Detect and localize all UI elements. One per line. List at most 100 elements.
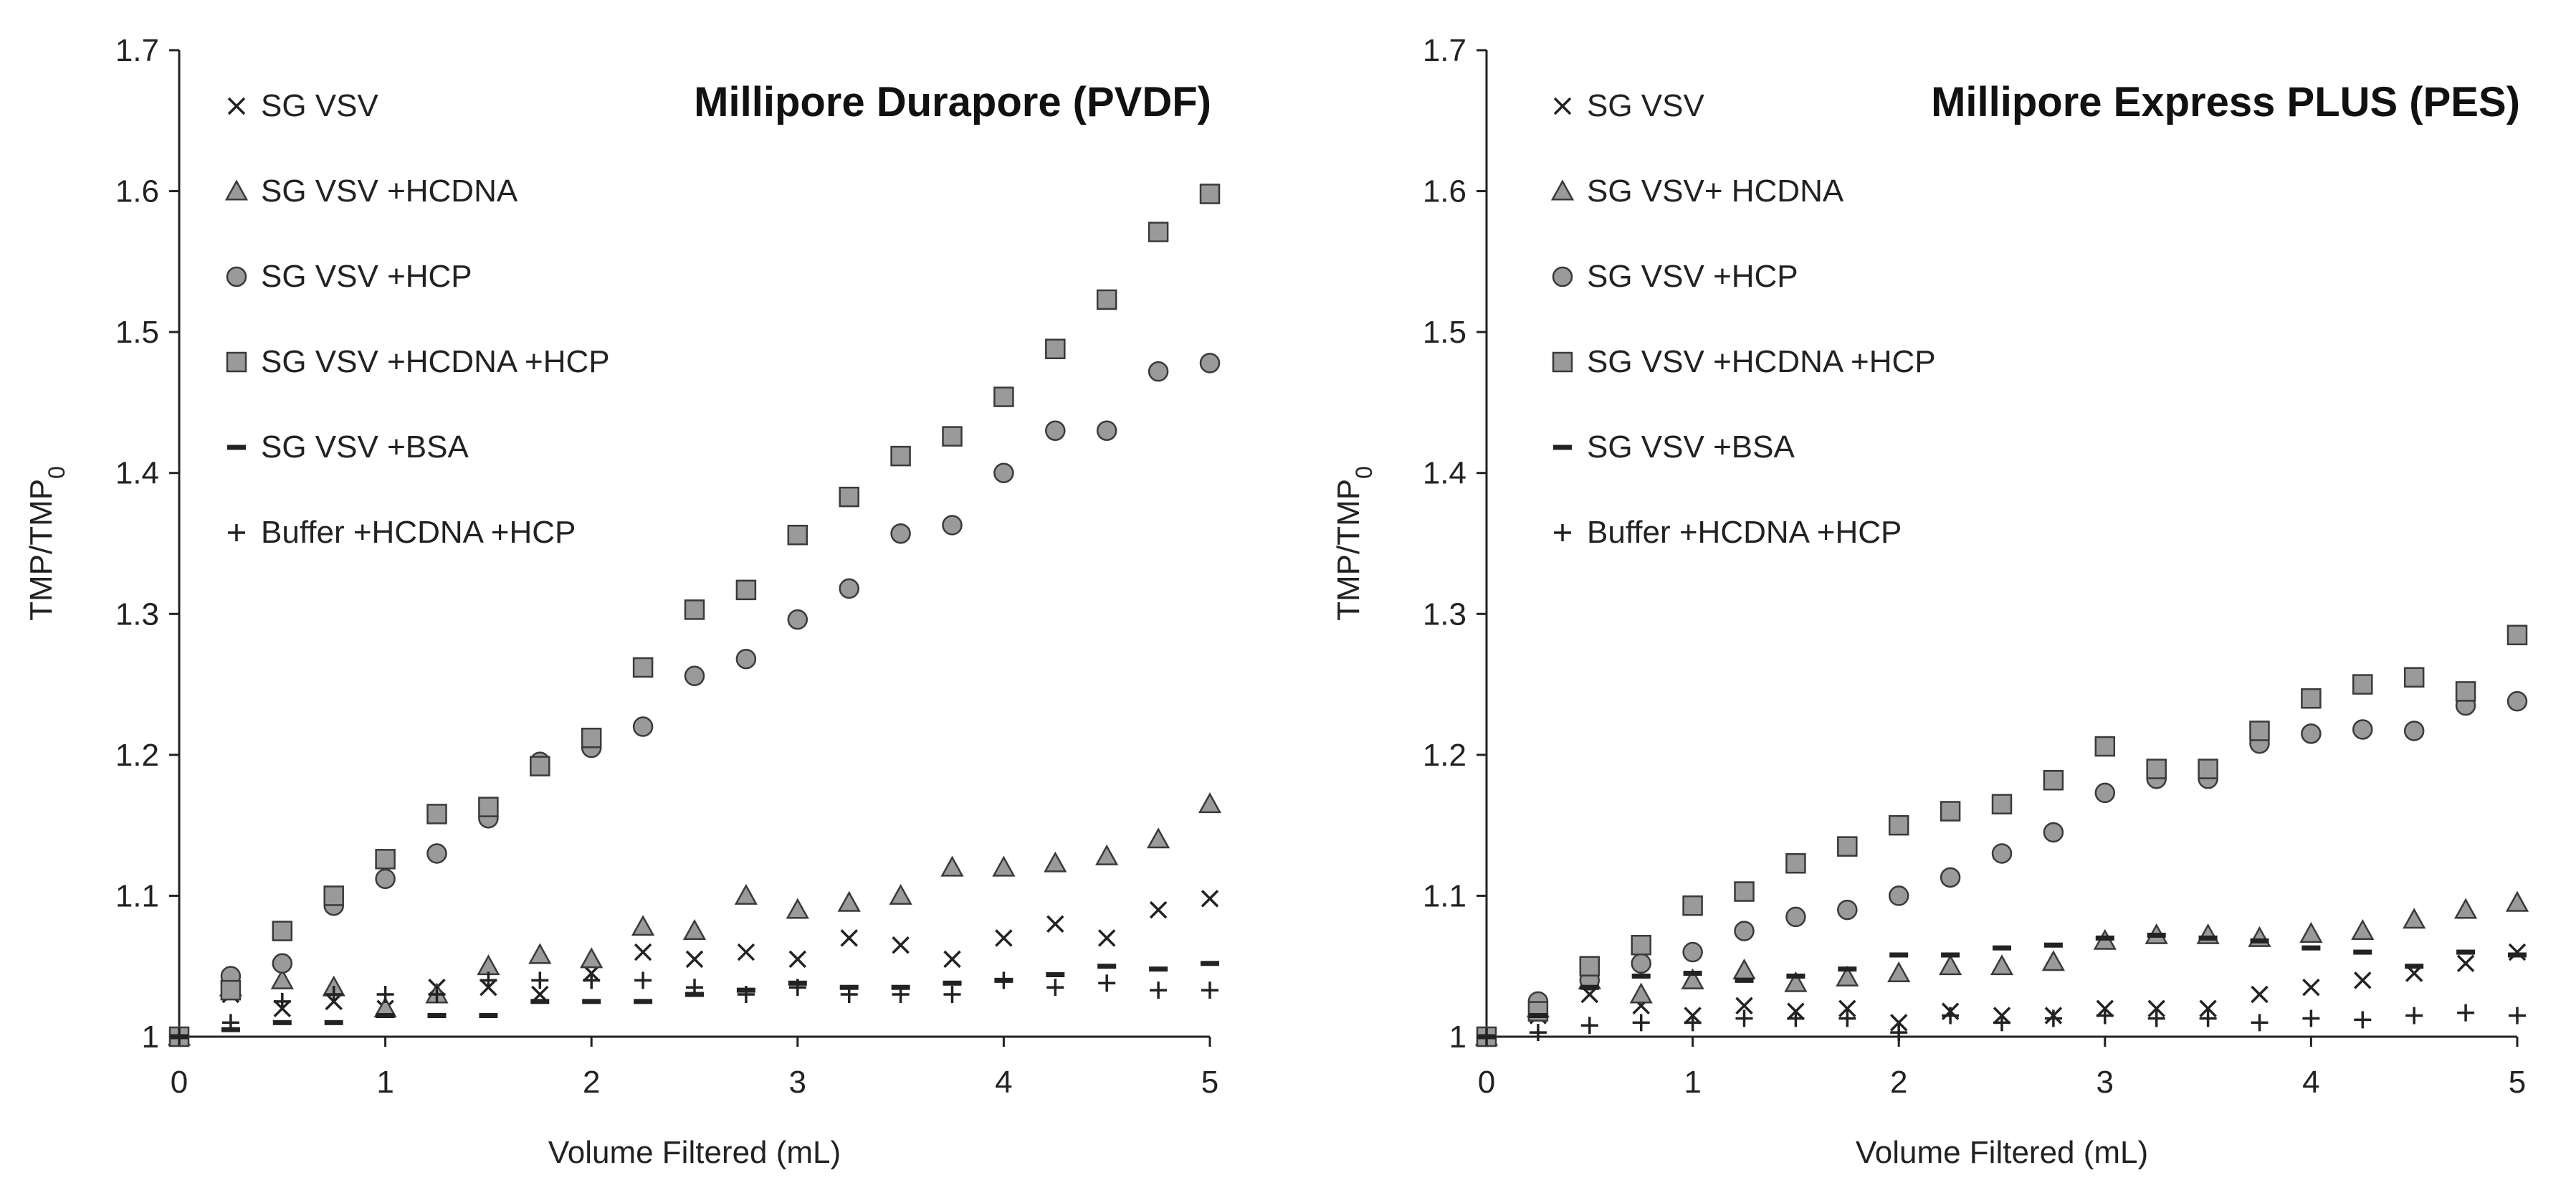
y-tick-label: 1.4 bbox=[1423, 456, 1466, 491]
data-point bbox=[995, 929, 1013, 947]
data-point bbox=[1837, 899, 1858, 921]
data-point bbox=[270, 968, 294, 989]
x-tick-label: 2 bbox=[583, 1065, 600, 1100]
data-point bbox=[1942, 1007, 1960, 1025]
data-point bbox=[1681, 968, 1704, 989]
data-point bbox=[788, 979, 806, 997]
legend-marker bbox=[228, 524, 245, 541]
data-point bbox=[2403, 667, 2425, 688]
data-point bbox=[325, 986, 343, 1004]
x-tick-label: 5 bbox=[2509, 1065, 2526, 1100]
data-point bbox=[1734, 881, 1755, 902]
data-point bbox=[1993, 945, 2011, 951]
data-point bbox=[1784, 971, 1808, 992]
legend-label: SG VSV +HCDNA bbox=[261, 174, 518, 209]
data-point bbox=[1097, 929, 1116, 947]
data-point bbox=[1148, 222, 1169, 242]
data-point bbox=[1837, 836, 1858, 857]
data-point bbox=[2457, 1004, 2475, 1022]
x-tick-label: 5 bbox=[1201, 1065, 1218, 1100]
data-point bbox=[892, 936, 910, 954]
y-tick-label: 1.2 bbox=[1423, 738, 1466, 773]
data-point bbox=[2147, 1009, 2165, 1027]
data-point bbox=[2094, 782, 2116, 804]
series-5 bbox=[170, 961, 1219, 1040]
data-point bbox=[428, 986, 446, 1004]
data-point bbox=[273, 992, 291, 1010]
y-axis-title-main: TMP/TMP bbox=[24, 479, 59, 621]
legend-marker bbox=[226, 266, 247, 287]
legend-label: Buffer +HCDNA +HCP bbox=[261, 515, 576, 550]
data-point bbox=[1683, 971, 1702, 976]
data-point bbox=[530, 756, 550, 776]
data-point bbox=[2506, 624, 2528, 646]
data-point bbox=[2301, 723, 2322, 744]
data-point bbox=[1046, 979, 1064, 997]
data-point bbox=[2456, 949, 2476, 955]
data-point bbox=[272, 921, 293, 941]
legend-marker bbox=[226, 351, 247, 373]
series-6 bbox=[171, 971, 1218, 1045]
data-point bbox=[1201, 982, 1218, 999]
data-point bbox=[2301, 945, 2321, 951]
data-point bbox=[1631, 953, 1651, 974]
y-tick-label: 1.6 bbox=[115, 174, 159, 209]
data-point bbox=[1149, 900, 1168, 919]
x-tick-label: 3 bbox=[789, 1065, 806, 1100]
data-point bbox=[2509, 1007, 2526, 1025]
data-point bbox=[323, 885, 344, 906]
data-point bbox=[634, 943, 652, 961]
legend-marker bbox=[1554, 524, 1571, 541]
data-point bbox=[2508, 943, 2527, 961]
data-point bbox=[1682, 895, 1703, 916]
data-point bbox=[2354, 1011, 2372, 1029]
data-point bbox=[1146, 827, 1170, 849]
data-point bbox=[892, 986, 910, 1004]
y-axis-title: TMP/TMP0 bbox=[24, 466, 70, 621]
data-point bbox=[2147, 999, 2165, 1017]
data-point bbox=[943, 986, 961, 1004]
data-point bbox=[478, 797, 499, 817]
data-point bbox=[737, 986, 755, 1004]
data-point bbox=[1785, 852, 1806, 874]
y-tick-label: 1.2 bbox=[115, 738, 159, 773]
data-point bbox=[1684, 1014, 1702, 1032]
legend-label: Buffer +HCDNA +HCP bbox=[1587, 515, 1902, 550]
data-point bbox=[1579, 956, 1601, 976]
data-point bbox=[477, 954, 500, 976]
data-point bbox=[528, 943, 552, 964]
data-point bbox=[272, 953, 293, 974]
data-point bbox=[2044, 1009, 2062, 1027]
data-point bbox=[1735, 997, 1753, 1014]
legend-label: SG VSV +HCDNA +HCP bbox=[261, 344, 610, 379]
data-point bbox=[480, 971, 497, 989]
data-point bbox=[1097, 964, 1117, 969]
legend-label: SG VSV +HCP bbox=[1587, 259, 1798, 294]
data-point bbox=[1941, 952, 1960, 958]
data-point bbox=[632, 716, 654, 737]
y-axis-title-subscript: 0 bbox=[1351, 466, 1377, 479]
data-point bbox=[2403, 721, 2425, 741]
data-point bbox=[2302, 1009, 2320, 1027]
data-point bbox=[2453, 898, 2478, 919]
data-point bbox=[631, 915, 655, 936]
y-tick-label: 1.4 bbox=[115, 456, 159, 491]
series-6 bbox=[1478, 1004, 2526, 1045]
data-point bbox=[1836, 965, 1859, 987]
data-point bbox=[682, 918, 707, 941]
legend-marker bbox=[1550, 179, 1575, 201]
data-point bbox=[735, 648, 757, 670]
data-point bbox=[1096, 420, 1117, 441]
legend-marker bbox=[1553, 445, 1572, 450]
x-tick-label: 1 bbox=[376, 1065, 393, 1100]
y-tick-label: 1.7 bbox=[115, 33, 159, 68]
chart-title: Millipore Durapore (PVDF) bbox=[694, 79, 1211, 125]
legend-marker bbox=[1553, 97, 1572, 115]
legend-marker bbox=[1552, 266, 1573, 287]
legend-label: SG VSV +HCDNA +HCP bbox=[1587, 344, 1936, 379]
data-point bbox=[2249, 721, 2270, 741]
data-point bbox=[2096, 1007, 2114, 1025]
x-tick-label: 2 bbox=[1890, 1065, 1907, 1100]
data-point bbox=[221, 1014, 239, 1032]
x-tick-label: 4 bbox=[995, 1065, 1012, 1100]
